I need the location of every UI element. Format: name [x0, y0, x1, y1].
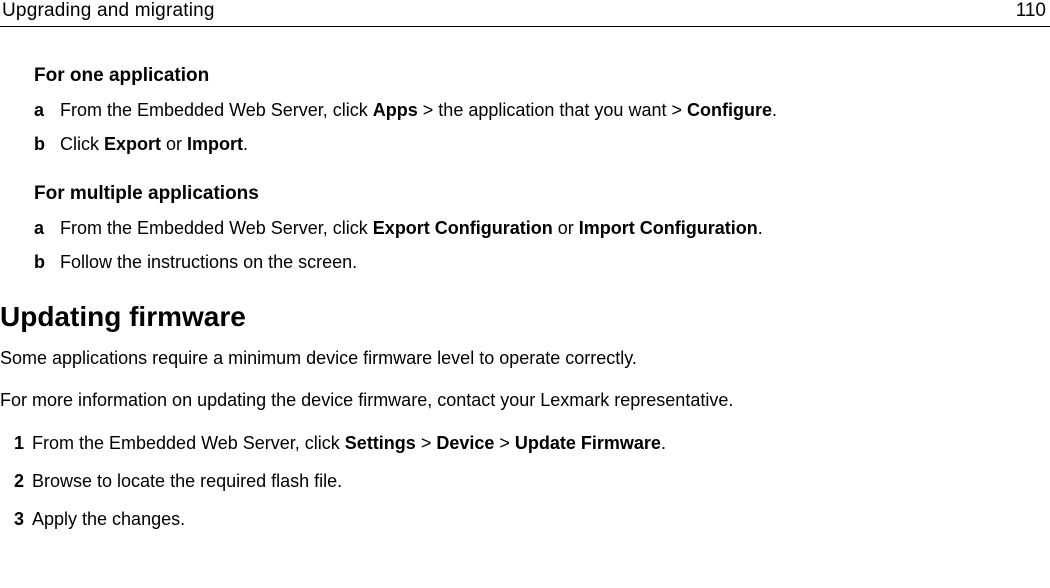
paragraph: Some applications require a minimum devi… [0, 345, 1044, 371]
list-item: a From the Embedded Web Server, click Ex… [34, 215, 1044, 241]
document-page: Upgrading and migrating 110 For one appl… [0, 0, 1050, 588]
list-item: 3 Apply the changes. [0, 506, 1044, 532]
section-heading-one-app: For one application [34, 65, 1044, 87]
list-marker: 2 [0, 468, 24, 494]
header-divider [0, 26, 1050, 27]
page-content: For one application a From the Embedded … [0, 65, 1050, 532]
list-marker: 1 [0, 430, 24, 456]
list-marker: 3 [0, 506, 24, 532]
list-text: Browse to locate the required flash file… [32, 468, 342, 494]
page-header: Upgrading and migrating 110 [0, 0, 1050, 26]
heading-updating-firmware: Updating firmware [0, 301, 1044, 333]
list-item: 2 Browse to locate the required flash fi… [0, 468, 1044, 494]
list-item: b Click Export or Import. [34, 131, 1044, 157]
steps-multi-app: a From the Embedded Web Server, click Ex… [34, 215, 1044, 275]
list-text: From the Embedded Web Server, click Sett… [32, 430, 666, 456]
list-marker: a [34, 97, 60, 123]
list-marker: b [34, 249, 60, 275]
steps-one-app: a From the Embedded Web Server, click Ap… [34, 97, 1044, 157]
list-item: b Follow the instructions on the screen. [34, 249, 1044, 275]
section-heading-multi-app: For multiple applications [34, 183, 1044, 205]
list-text: From the Embedded Web Server, click Expo… [60, 215, 763, 241]
page-number: 110 [1016, 0, 1046, 22]
list-item: a From the Embedded Web Server, click Ap… [34, 97, 1044, 123]
list-marker: b [34, 131, 60, 157]
list-item: 1 From the Embedded Web Server, click Se… [0, 430, 1044, 456]
list-marker: a [34, 215, 60, 241]
header-title: Upgrading and migrating [2, 0, 215, 22]
list-text: Click Export or Import. [60, 131, 248, 157]
list-text: Apply the changes. [32, 506, 185, 532]
paragraph: For more information on updating the dev… [0, 387, 1044, 413]
list-text: Follow the instructions on the screen. [60, 249, 357, 275]
steps-firmware: 1 From the Embedded Web Server, click Se… [0, 430, 1044, 532]
list-text: From the Embedded Web Server, click Apps… [60, 97, 777, 123]
